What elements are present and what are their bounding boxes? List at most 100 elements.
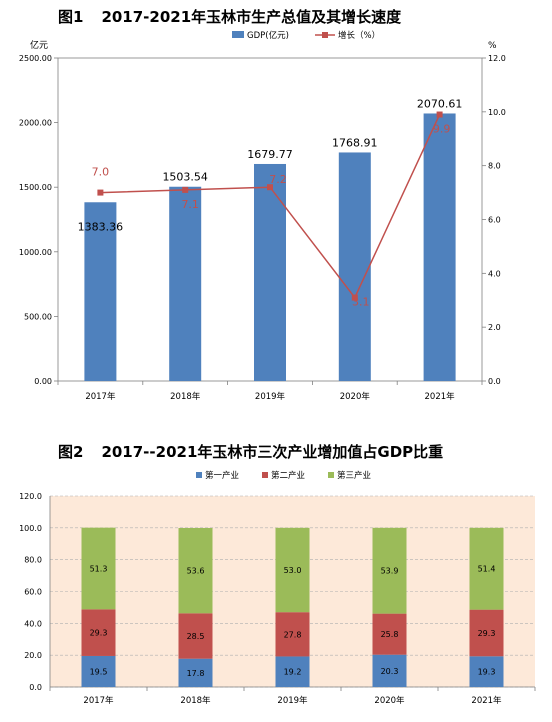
x-axis-tick-label: 2020年 [340, 391, 371, 402]
x-axis-tick-label: 2019年 [255, 391, 286, 402]
legend-swatch [262, 472, 268, 478]
growth-marker [182, 186, 189, 193]
stacked-data-label: 51.3 [90, 565, 108, 574]
figure1-label: 图1 [58, 8, 84, 26]
gdp-bar [254, 163, 286, 381]
gdp-bar [423, 113, 456, 382]
stacked-segment [469, 609, 504, 657]
stacked-data-label: 19.2 [284, 668, 302, 677]
plot2-y-tick-label: 20.0 [24, 651, 42, 660]
legend-gdp-swatch [232, 31, 244, 38]
stacked-segment [275, 656, 310, 687]
legend-label: 第一产业 [205, 470, 239, 481]
stacked-segment [372, 613, 407, 655]
y2-axis-tick-label: 8.0 [488, 162, 501, 171]
growth-marker [351, 294, 358, 301]
y-axis-tick-label: 2000.00 [19, 119, 52, 128]
stacked-data-label: 19.3 [478, 668, 496, 677]
stacked-segment [372, 654, 407, 687]
plot2-x-tick-label: 2019年 [277, 695, 308, 706]
plot2-y-tick-label: 120.0 [19, 492, 42, 501]
y-axis-tick-label: 0.00 [34, 377, 52, 386]
plot2-y-tick-label: 0.0 [29, 683, 42, 692]
gdp-data-label: 1503.54 [162, 171, 208, 184]
stacked-segment [372, 527, 407, 614]
stacked-data-label: 53.6 [187, 567, 205, 576]
y2-axis-tick-label: 6.0 [488, 216, 501, 225]
stacked-data-label: 51.4 [478, 565, 496, 574]
stacked-segment [469, 656, 504, 687]
stacked-segment [275, 527, 310, 613]
stacked-segment [178, 613, 213, 659]
x-axis-tick-label: 2018年 [170, 391, 201, 402]
y2-axis-tick-label: 0.0 [488, 377, 501, 386]
stacked-segment [275, 612, 310, 657]
stacked-data-label: 29.3 [90, 629, 108, 638]
stacked-segment [81, 655, 116, 687]
stacked-segment [81, 527, 116, 610]
stacked-segment [178, 527, 213, 614]
plot2-x-tick-label: 2021年 [471, 695, 502, 706]
chart2-industry-share: 0.0 20.0 40.0 60.0 80.0 100.0 120.0 2017年 2018年 2… [19, 470, 536, 706]
figure1-title: 图1 2017-2021年玉林市生产总值及其增长速度 [58, 6, 552, 27]
y2-axis-tick-label: 12.0 [488, 54, 506, 63]
gdp-bar [84, 202, 117, 381]
gdp-data-label: 2070.61 [417, 97, 463, 110]
legend-label: 第三产业 [337, 470, 371, 481]
stacked-data-label: 27.8 [284, 630, 302, 639]
plot2-x-tick-label: 2018年 [180, 695, 211, 706]
y2-axis-tick-label: 10.0 [488, 108, 506, 117]
stacked-segment [178, 658, 213, 687]
plot2-x-tick-label: 2017年 [83, 695, 114, 706]
stacked-segment [469, 527, 504, 610]
figure2-title-text: 2017--2021年玉林市三次产业增加值占GDP比重 [101, 443, 444, 461]
growth-data-label: 7.1 [181, 198, 199, 211]
stacked-data-label: 17.8 [187, 669, 205, 678]
y2-axis-tick-label: 2.0 [488, 323, 501, 332]
gdp-bar [169, 186, 202, 381]
plot2-y-tick-label: 80.0 [24, 556, 42, 565]
x-axis-tick-label: 2017年 [85, 391, 116, 402]
stacked-data-label: 29.3 [478, 629, 496, 638]
stacked-data-label: 53.0 [284, 566, 302, 575]
stacked-data-label: 20.3 [381, 667, 399, 676]
plot2-x-tick-label: 2020年 [374, 695, 405, 706]
growth-marker [97, 189, 104, 196]
gdp-data-label: 1383.36 [78, 220, 124, 233]
legend-gdp-label: GDP(亿元) [247, 30, 289, 41]
stacked-segment [81, 609, 116, 656]
growth-data-label: 9.9 [433, 123, 451, 136]
plot2-y-tick-label: 40.0 [24, 619, 42, 628]
legend-growth-marker [322, 32, 328, 38]
legend-swatch [196, 472, 202, 478]
growth-data-label: 3.1 [352, 296, 370, 309]
figure2-label: 图2 [58, 443, 84, 461]
y-axis-tick-label: 500.00 [24, 312, 52, 321]
stacked-data-label: 19.5 [90, 667, 108, 676]
growth-marker [436, 111, 443, 118]
legend-swatch [328, 472, 334, 478]
chart1-gdp-growth: 0.00 500.00 1000.00 1500.00 2000.00 2500.00 0.… [19, 30, 506, 402]
x-axis-tick-label: 2021年 [425, 391, 456, 402]
stacked-data-label: 25.8 [381, 630, 399, 639]
figure2-title: 图2 2017--2021年玉林市三次产业增加值占GDP比重 [58, 441, 552, 462]
growth-data-label: 7.2 [269, 173, 287, 186]
growth-data-label: 7.0 [92, 166, 110, 179]
growth-marker [267, 184, 273, 191]
y-axis-unit: 亿元 [30, 39, 48, 51]
figure1-title-text: 2017-2021年玉林市生产总值及其增长速度 [101, 8, 402, 26]
y-axis-tick-label: 1000.00 [19, 248, 52, 257]
gdp-data-label: 1768.91 [332, 136, 378, 149]
plot2-y-tick-label: 60.0 [24, 588, 42, 597]
stacked-data-label: 28.5 [187, 632, 205, 641]
plot2-y-tick-label: 100.0 [19, 524, 42, 533]
y-axis-tick-label: 2500.00 [19, 54, 52, 63]
legend-growth-label: 增长（%） [338, 30, 380, 41]
y2-axis-unit: % [488, 41, 497, 51]
legend-label: 第二产业 [271, 470, 305, 481]
y2-axis-tick-label: 4.0 [488, 269, 501, 278]
stacked-data-label: 53.9 [381, 567, 399, 576]
y-axis-tick-label: 1500.00 [19, 183, 52, 192]
gdp-bar [338, 152, 371, 381]
gdp-data-label: 1679.77 [247, 148, 293, 161]
